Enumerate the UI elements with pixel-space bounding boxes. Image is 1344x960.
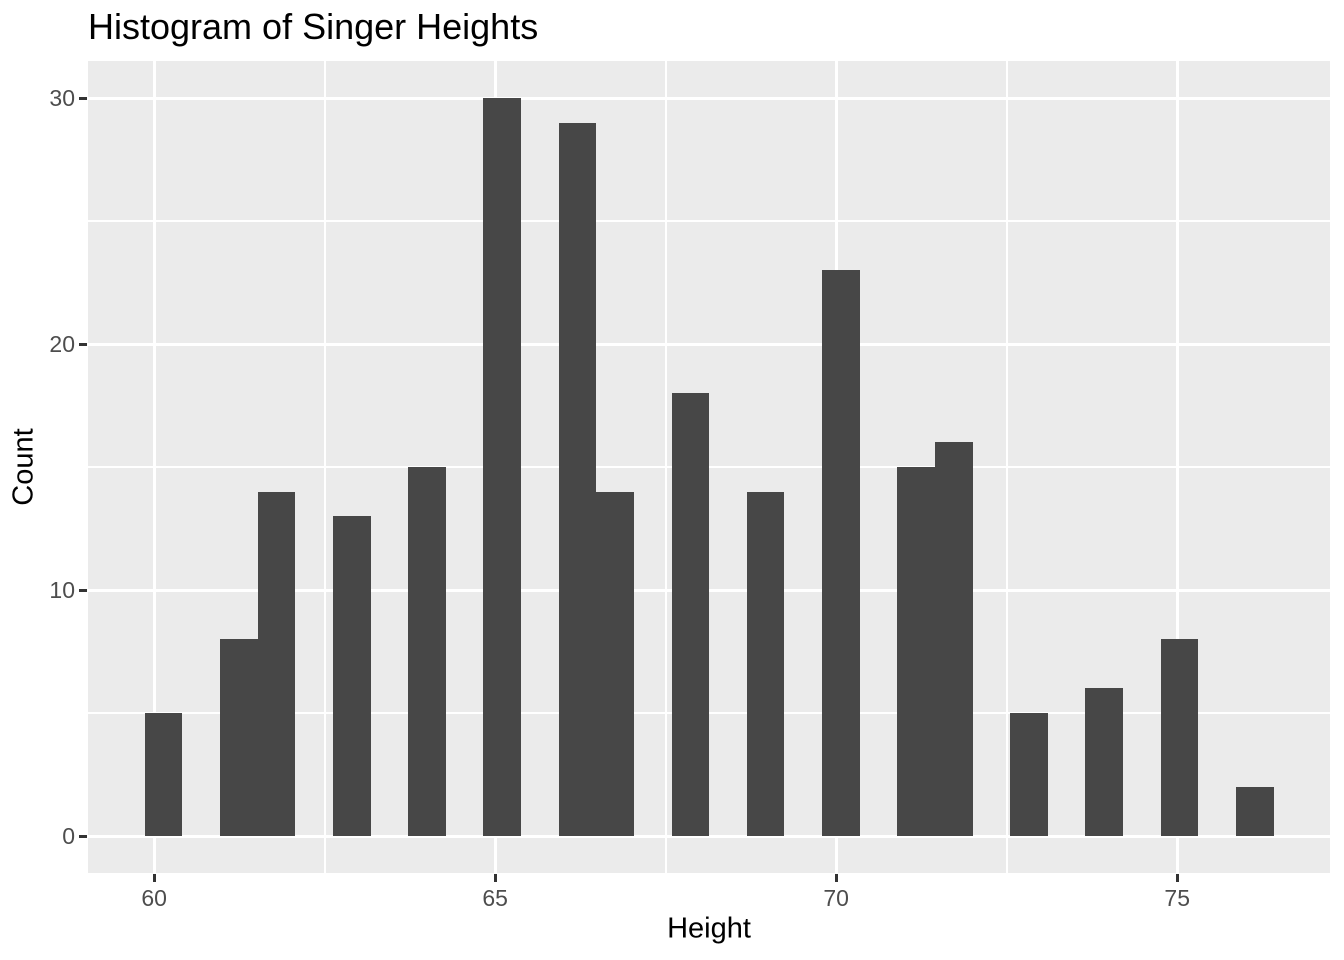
x-tick-label: 70	[823, 885, 849, 911]
histogram-bar	[559, 123, 596, 836]
x-tick-label: 65	[482, 885, 508, 911]
y-minor-gridline	[88, 220, 1330, 222]
x-axis-tick	[494, 874, 497, 882]
histogram-bar	[672, 393, 709, 836]
x-axis-title: Height	[667, 912, 751, 945]
y-major-gridline	[88, 343, 1330, 346]
y-tick-label: 30	[49, 84, 75, 111]
x-tick-label: 75	[1164, 885, 1191, 911]
histogram-bar	[1085, 688, 1123, 836]
histogram-bar	[596, 492, 634, 836]
x-axis-tick	[153, 874, 156, 882]
histogram-bar	[483, 98, 521, 836]
x-tick-label: 60	[141, 885, 167, 911]
histogram-bar	[1236, 787, 1274, 836]
plot-panel	[88, 61, 1330, 873]
histogram-bar	[145, 713, 182, 836]
y-minor-gridline	[88, 712, 1330, 714]
histogram-bar	[1161, 639, 1198, 836]
plot-title: Histogram of Singer Heights	[88, 6, 539, 47]
histogram-bar	[822, 270, 860, 836]
y-tick-label: 20	[49, 330, 75, 357]
y-axis-tick	[79, 97, 87, 100]
y-axis-tick	[79, 589, 87, 592]
y-minor-gridline	[88, 466, 1330, 468]
x-axis-tick	[835, 874, 838, 882]
x-major-gridline	[1176, 61, 1179, 873]
y-axis-title: Count	[7, 428, 40, 506]
x-axis-tick	[1176, 874, 1179, 882]
histogram-bar	[897, 467, 935, 836]
y-major-gridline	[88, 589, 1330, 592]
histogram-bar	[258, 492, 295, 836]
histogram-bar	[333, 516, 371, 836]
y-tick-label: 0	[62, 823, 75, 850]
histogram-bar	[747, 492, 784, 836]
y-tick-label: 10	[49, 577, 75, 604]
histogram-bar	[220, 639, 258, 836]
histogram-bar	[408, 467, 446, 836]
x-major-gridline	[153, 61, 156, 873]
y-major-gridline	[88, 97, 1330, 100]
histogram-bar	[1010, 713, 1048, 836]
y-major-gridline	[88, 835, 1330, 838]
histogram-bar	[935, 442, 973, 836]
y-axis-tick	[79, 835, 87, 838]
y-axis-tick	[79, 343, 87, 346]
